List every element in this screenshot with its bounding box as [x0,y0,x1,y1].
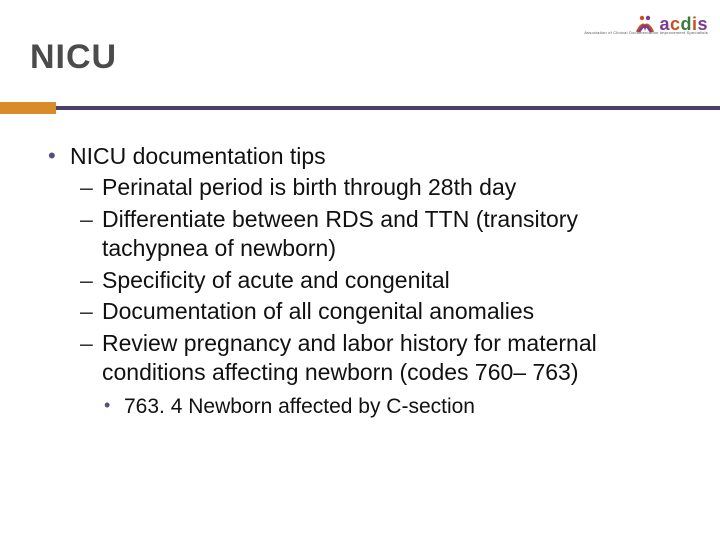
content-region: NICU documentation tips Perinatal period… [46,142,680,420]
bullet-lvl2: Documentation of all congenital anomalie… [80,297,680,326]
title-rule [0,102,720,110]
lvl2-list: Perinatal period is birth through 28th d… [46,173,680,420]
accent-block [0,102,56,114]
rule-line [0,106,720,110]
bullet-lvl2: Differentiate between RDS and TTN (trans… [80,205,680,264]
bullet-lvl2: Perinatal period is birth through 28th d… [80,173,680,202]
bullet-text: Specificity of acute and congenital [102,267,450,293]
bullet-text: Documentation of all congenital anomalie… [102,298,534,324]
bullet-lvl2: Specificity of acute and congenital [80,266,680,295]
bullet-text: 763. 4 Newborn affected by C-section [124,395,475,418]
logo-subtext: Association of Clinical Documentation Im… [584,30,708,35]
bullet-lvl2: Review pregnancy and labor history for m… [80,329,680,388]
bullet-text: Review pregnancy and labor history for m… [102,330,597,385]
bullet-text: Differentiate between RDS and TTN (trans… [102,206,578,261]
bullet-text: NICU documentation tips [70,143,326,169]
brand-logo: acdis [608,6,708,42]
bullet-text: Perinatal period is birth through 28th d… [102,174,516,200]
title-region: NICU [30,38,117,77]
bullet-lvl1: NICU documentation tips [46,142,680,171]
bullet-lvl3: 763. 4 Newborn affected by C-section [104,394,680,421]
lvl3-list: 763. 4 Newborn affected by C-section [80,394,680,421]
slide-title: NICU [30,38,117,77]
